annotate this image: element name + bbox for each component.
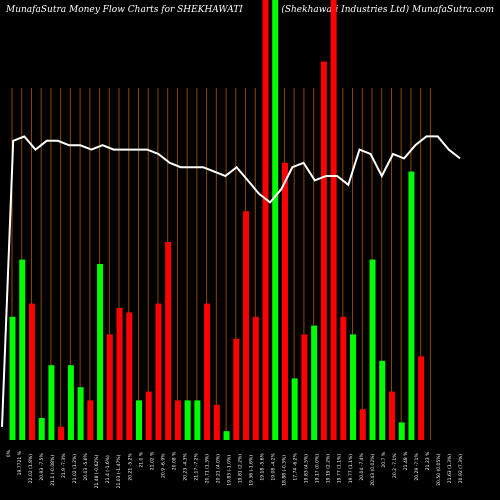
- tick-label-22: 19.36 (-1.6%): [249, 455, 255, 486]
- tick-label-38: 21.23 %: [425, 451, 431, 470]
- tick-label-28: 19.17 (0.0%): [315, 454, 321, 484]
- tick-label-7: 20.03 -5.6%: [83, 453, 89, 481]
- bar-3: [38, 418, 45, 440]
- bar-11: [116, 308, 123, 440]
- tick-label-12: 21.0 %: [138, 451, 144, 467]
- tick-label-24: 19.08 -4.2%: [271, 453, 277, 481]
- bar-4: [48, 365, 55, 440]
- bar-21: [213, 404, 220, 440]
- bar-33: [330, 0, 337, 440]
- bar-23: [233, 338, 240, 440]
- bar-15: [155, 303, 162, 440]
- tick-label-9: 21.4 (-1.6%): [105, 455, 111, 483]
- bar-2: [28, 303, 35, 440]
- bar-20: [204, 303, 211, 440]
- tick-label-4: 21.1 (-0.08%): [50, 455, 56, 486]
- tick-label-26: 17.74 -6.2%: [293, 453, 299, 481]
- bar-9: [97, 264, 104, 440]
- tick-label-36: 21.48 %: [403, 451, 409, 470]
- tick-label-25: 18.88 (-0.3%): [282, 455, 288, 486]
- tick-label-19: 20.21 (4.0%): [215, 454, 221, 484]
- bar-35: [350, 334, 357, 440]
- bar-24: [243, 211, 250, 440]
- bar-38: [379, 360, 386, 440]
- bar-16: [165, 242, 172, 440]
- tick-label-6: 21.02 (1.2%): [72, 454, 78, 484]
- bar-7: [77, 387, 84, 440]
- tick-label-21: 19.81 (2.2%): [238, 454, 244, 484]
- tick-label-31: 19.77 (1.1%): [348, 454, 354, 484]
- bar-18: [184, 400, 191, 440]
- tick-label-17: 21.17 -7.2%: [193, 453, 199, 481]
- tick-label-41: 20.92 (7.3%): [458, 454, 464, 484]
- tick-label-18: 20.71 (1.3%): [204, 454, 210, 484]
- bar-12: [126, 312, 133, 440]
- bar-30: [301, 334, 308, 440]
- bar-27: [272, 0, 279, 440]
- bar-28: [281, 162, 288, 441]
- bar-8: [87, 400, 94, 440]
- tick-label-33: 20.43 (0.02%): [370, 453, 376, 485]
- bar-26: [262, 0, 269, 440]
- tick-label-14: 20.9 -6.9%: [160, 453, 166, 478]
- bar-19: [194, 400, 201, 440]
- tick-label-10: 21.03 (-1.47%): [116, 454, 122, 488]
- tick-label-30: 19.77 (1.1%): [337, 454, 343, 484]
- money-flow-line: [1, 135, 461, 427]
- bar-17: [174, 400, 181, 440]
- tick-label-3: 20.93 -7.5%: [39, 453, 45, 481]
- tick-label-23: 19.18 -5.6%: [260, 453, 266, 481]
- x-tick-labels: 0% 19.7721 % 22.02 (1.8%) 20.93 -7.5% 21.1 (…: [6, 449, 464, 488]
- bar-25: [252, 316, 259, 440]
- bar-14: [145, 391, 152, 440]
- tick-label-1: 19.7721 %: [17, 450, 23, 475]
- grid-lines: [11, 88, 431, 440]
- bar-1: [19, 259, 26, 440]
- money-flow-bars: [9, 0, 425, 441]
- tick-label-34: 20.7 %: [381, 451, 387, 467]
- tick-label-35: 20.2 -7.1%: [392, 453, 398, 478]
- bar-41: [408, 171, 415, 440]
- tick-label-37: 20.29 -7.1%: [414, 453, 420, 481]
- bar-32: [320, 61, 327, 440]
- bar-5: [58, 426, 65, 440]
- bar-29: [291, 378, 298, 440]
- tick-label-11: 20.21 -5.2%: [127, 453, 133, 481]
- tick-label-20: 19.83 (-1.0%): [226, 455, 232, 486]
- chart-title-left: MunafaSutra Money Flow Charts for SHEKHA…: [6, 5, 243, 15]
- bar-37: [369, 259, 376, 440]
- chart-title-right: (Shekhawati Industries Ltd) MunafaSutra.…: [281, 5, 494, 15]
- bar-40: [398, 422, 405, 440]
- tick-label-40: 21.63 (1.3%): [447, 454, 453, 484]
- tick-label-27: 19.83 (4.5%): [304, 454, 310, 484]
- tick-label-5: 21.9 -7.3%: [61, 453, 67, 478]
- bar-39: [388, 391, 395, 440]
- bar-10: [106, 334, 113, 440]
- tick-label-0: 0%: [6, 449, 12, 457]
- flow-line: [1, 135, 461, 427]
- bar-36: [359, 409, 366, 440]
- bar-34: [340, 316, 347, 440]
- bar-0: [9, 316, 16, 440]
- tick-label-32: 20.04 -7.4%: [359, 453, 365, 481]
- tick-label-13: 21.02 %: [149, 451, 155, 470]
- bar-6: [67, 365, 74, 440]
- tick-label-39: 20.50 (0.05%): [436, 453, 442, 485]
- tick-label-16: 20.23 -4.3%: [182, 453, 188, 481]
- bar-13: [135, 400, 142, 440]
- tick-label-2: 22.02 (1.8%): [28, 454, 34, 484]
- tick-label-29: 19.19 (2.2%): [326, 454, 332, 484]
- tick-label-15: 20.08 %: [171, 451, 177, 470]
- tick-label-8: 21.48 (-0.62%): [94, 454, 100, 488]
- bar-42: [418, 356, 425, 440]
- bar-31: [311, 325, 318, 440]
- bar-22: [223, 431, 230, 440]
